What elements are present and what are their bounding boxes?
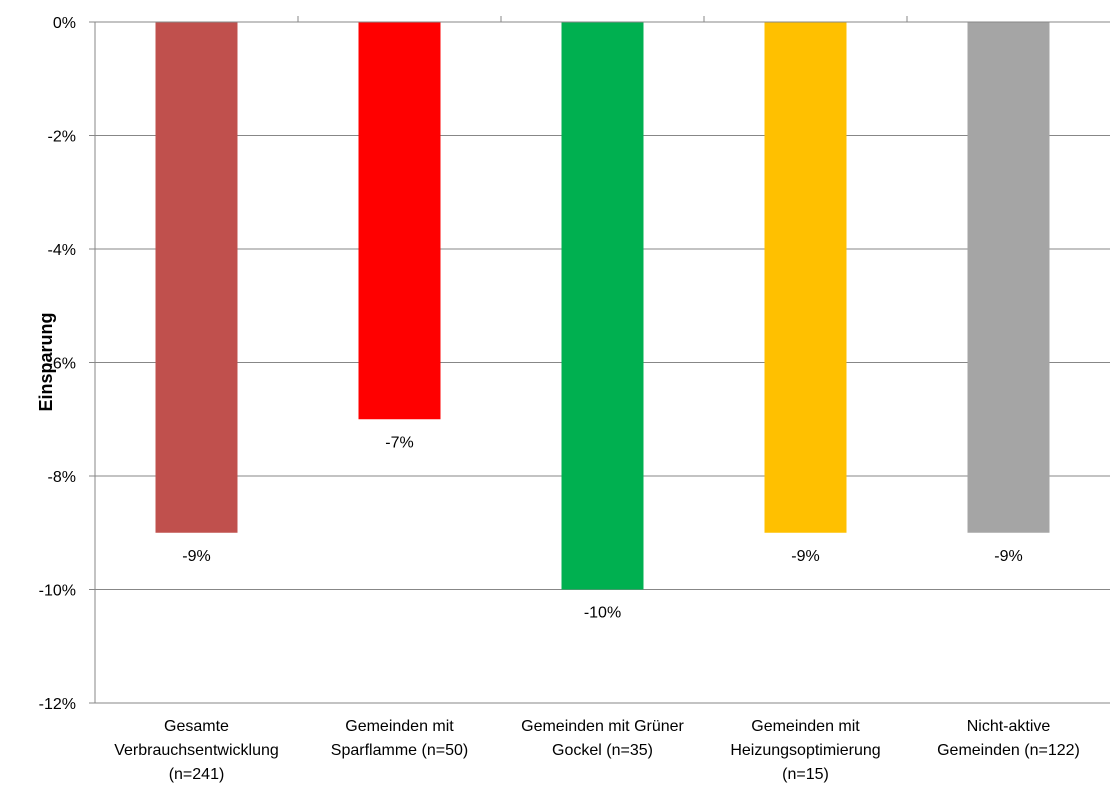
bar — [155, 22, 238, 533]
y-tick-label: -8% — [48, 469, 76, 486]
y-axis-title: Einsparung — [36, 312, 56, 411]
category-label: Heizungsoptimierung — [730, 742, 880, 759]
bar — [358, 22, 441, 420]
category-label: Sparflamme (n=50) — [331, 742, 468, 759]
category-label: Gockel (n=35) — [552, 742, 653, 759]
category-label: Gemeinden mit — [345, 718, 454, 735]
category-label: Gemeinden mit Grüner — [521, 718, 684, 735]
data-labels: -9% -7% -10% -9% -9% — [182, 434, 1022, 621]
bar — [561, 22, 644, 590]
data-label: -10% — [584, 605, 621, 622]
category-label: Verbrauchsentwicklung — [114, 742, 279, 759]
y-tick-label: -10% — [39, 583, 76, 600]
bar — [764, 22, 847, 533]
category-label: Gemeinden (n=122) — [937, 742, 1080, 759]
y-tick-label: -4% — [48, 242, 76, 259]
y-tick-label: 0% — [53, 15, 76, 32]
y-tick-label: -6% — [48, 356, 76, 373]
category-label: (n=15) — [782, 766, 829, 783]
data-label: -9% — [994, 548, 1022, 565]
category-labels: Gesamte Verbrauchsentwicklung (n=241) Gemei… — [114, 718, 1080, 783]
bar — [967, 22, 1050, 533]
category-label: Gemeinden mit — [751, 718, 860, 735]
y-axis-ticks: 0% -2% -4% -6% -8% -10% -12% — [39, 15, 95, 713]
y-tick-label: -12% — [39, 696, 76, 713]
data-label: -9% — [182, 548, 210, 565]
data-label: -7% — [385, 434, 413, 451]
y-tick-label: -2% — [48, 129, 76, 146]
category-label: (n=241) — [169, 766, 225, 783]
data-label: -9% — [791, 548, 819, 565]
axes — [94, 16, 1110, 704]
bars — [155, 22, 1050, 590]
category-label: Gesamte — [164, 718, 229, 735]
category-label: Nicht-aktive — [967, 718, 1051, 735]
